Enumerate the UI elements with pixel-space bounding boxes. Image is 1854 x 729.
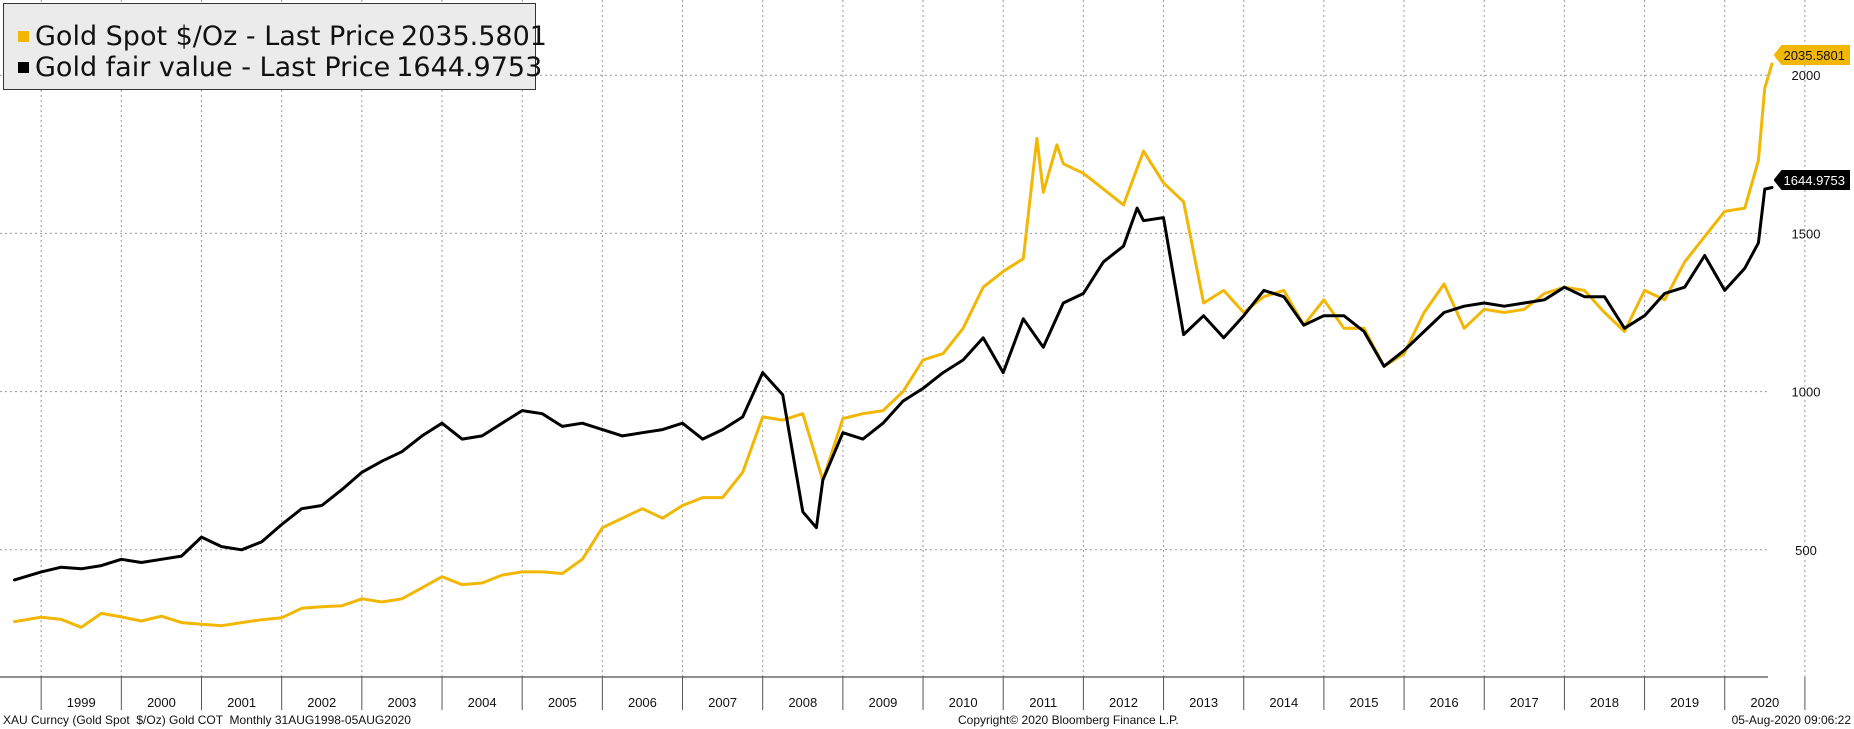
legend-value-gold-spot: 2035.5801 [400,20,547,52]
y-tick-label: 2000 [1792,68,1821,83]
x-tick-label: 1999 [67,695,96,710]
series-line-fair-value [13,186,1774,582]
x-tick-label: 2010 [949,695,978,710]
legend-value-fair-value: 1644.9753 [396,51,543,83]
x-tick-label: 2020 [1750,695,1779,710]
fair-value-swatch [18,61,29,73]
x-tick-label: 2003 [387,695,416,710]
x-tick-label: 2009 [868,695,897,710]
x-tick-label: 2007 [708,695,737,710]
fair-value-price-tag-value: 1644.9753 [1783,172,1845,188]
y-tick-label: 1000 [1792,385,1821,400]
x-tick-label: 2019 [1670,695,1699,710]
x-tick-label: 2004 [468,695,497,710]
x-tick-label: 2006 [628,695,657,710]
legend: Gold Spot $/Oz - Last Price 2035.5801 Go… [3,3,547,90]
legend-item-gold-spot: Gold Spot $/Oz - Last Price 2035.5801 [18,20,547,52]
gold-spot-swatch [18,30,29,42]
footer-copyright: Copyright© 2020 Bloomberg Finance L.P. [958,713,1179,727]
x-tick-label: 2018 [1590,695,1619,710]
legend-item-fair-value: Gold fair value - Last Price 1644.9753 [18,51,543,83]
x-tick-label: 2011 [1029,695,1057,710]
x-tick-label: 2002 [307,695,336,710]
series-lines [13,62,1774,629]
y-tick-label: 500 [1795,543,1817,558]
x-tick-label: 2014 [1269,695,1298,710]
y-axis-ticks: 500 1000 1500 2000 [1792,68,1821,558]
footer-timestamp: 05-Aug-2020 09:06:22 [1731,713,1851,727]
x-tick-label: 2005 [548,695,577,710]
x-tick-label: 2015 [1350,695,1379,710]
x-tick-label: 2016 [1430,695,1459,710]
footer-source: XAU Curncy (Gold Spot $/Oz) Gold COT Mon… [3,713,411,727]
series-line-gold-spot [13,62,1774,629]
x-tick-label: 2013 [1189,695,1218,710]
x-tick-label: 2008 [788,695,817,710]
legend-label-gold-spot: Gold Spot $/Oz - Last Price [35,20,395,52]
fair-value-price-tag: 1644.9753 [1773,170,1850,190]
x-tick-label: 2001 [227,695,256,710]
gold-spot-price-tag: 2035.5801 [1773,45,1850,65]
x-axis-ticks: 1999 2000 2001 2002 2003 2004 2005 2006 2007 2008… [40,677,1806,710]
x-tick-label: 2000 [147,695,176,710]
vertical-gridlines [40,0,1806,677]
x-tick-label: 2012 [1109,695,1138,710]
y-tick-label: 1500 [1792,226,1821,241]
x-tick-label: 2017 [1510,695,1539,710]
gold-spot-price-tag-value: 2035.5801 [1783,47,1845,63]
legend-label-fair-value: Gold fair value - Last Price [35,51,391,83]
